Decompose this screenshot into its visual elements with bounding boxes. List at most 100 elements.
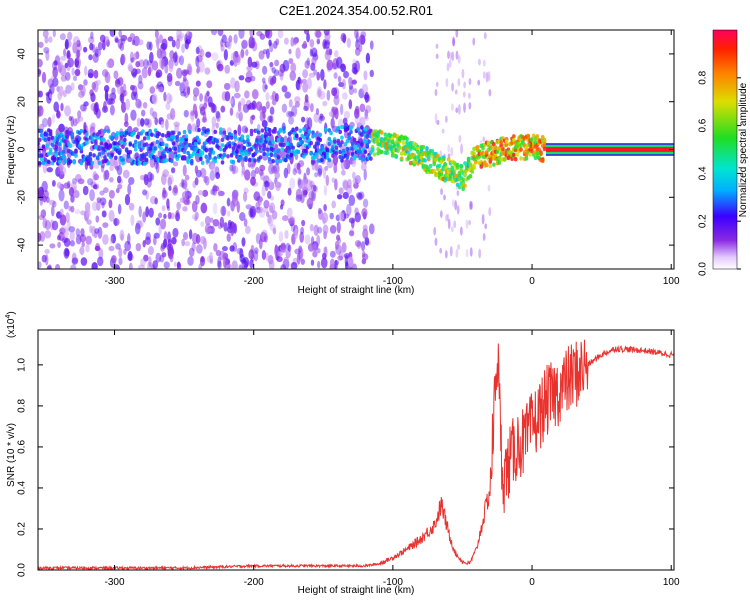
heatmap-cell bbox=[74, 58, 80, 66]
heatmap-cell bbox=[274, 92, 279, 102]
heatmap-cell bbox=[67, 31, 73, 41]
heatmap-cell bbox=[130, 91, 136, 101]
heatmap-cell bbox=[66, 220, 71, 232]
heatmap-cell bbox=[80, 84, 86, 97]
heatmap-cell bbox=[199, 156, 203, 162]
heatmap-cell bbox=[39, 128, 44, 134]
heatmap-cell bbox=[102, 39, 106, 51]
svg-text:(x104): (x104) bbox=[5, 311, 17, 338]
heatmap-cell bbox=[59, 227, 66, 235]
heatmap-cell bbox=[120, 92, 125, 104]
heatmap-cell bbox=[224, 145, 228, 150]
heatmap-cell bbox=[452, 169, 456, 174]
heatmap-cell bbox=[269, 202, 276, 214]
heatmap-cell bbox=[103, 128, 107, 134]
heatmap-cell bbox=[217, 189, 222, 197]
heatmap-cell bbox=[306, 197, 314, 209]
heatmap-cell bbox=[201, 117, 208, 123]
heatmap-cell bbox=[210, 163, 216, 172]
heatmap-cell bbox=[274, 59, 280, 67]
heatmap-cell bbox=[365, 52, 371, 64]
heatmap-cell bbox=[211, 116, 217, 127]
heatmap-cell bbox=[83, 101, 89, 107]
heatmap-cell bbox=[204, 147, 209, 153]
spectrogram-x-tick-label: 100 bbox=[663, 276, 680, 287]
heatmap-cell bbox=[196, 244, 203, 254]
heatmap-cell bbox=[57, 234, 61, 241]
heatmap-cell bbox=[271, 139, 275, 145]
heatmap-cell bbox=[51, 220, 59, 231]
heatmap-cell bbox=[356, 241, 362, 249]
heatmap-cell bbox=[85, 132, 89, 137]
heatmap-cell bbox=[280, 246, 287, 254]
heatmap-cell bbox=[146, 135, 151, 141]
heatmap-cell bbox=[182, 129, 187, 135]
heatmap-cell bbox=[298, 247, 304, 259]
heatmap-cell bbox=[256, 206, 261, 214]
heatmap-cell bbox=[245, 49, 249, 56]
heatmap-cell bbox=[262, 143, 266, 148]
heatmap-cell bbox=[45, 50, 50, 61]
heatmap-cell bbox=[335, 234, 341, 241]
heatmap-cell bbox=[38, 261, 42, 269]
heatmap-cell bbox=[52, 200, 57, 208]
heatmap-cell bbox=[102, 234, 109, 245]
heatmap-cell bbox=[254, 166, 260, 175]
heatmap-cell bbox=[215, 110, 221, 119]
heatmap-cell bbox=[240, 134, 245, 139]
heatmap-cell bbox=[463, 183, 467, 188]
heatmap-cell bbox=[317, 207, 322, 215]
heatmap-cell bbox=[212, 185, 220, 192]
heatmap-cell bbox=[166, 72, 173, 83]
heatmap-cell bbox=[196, 118, 201, 128]
heatmap-cell bbox=[486, 140, 491, 145]
heatmap-cell bbox=[344, 254, 349, 267]
heatmap-cell bbox=[440, 188, 443, 196]
spectrogram-x-tick-label: -100 bbox=[383, 276, 403, 287]
heatmap-cell bbox=[317, 226, 323, 234]
colorbar-tick-label: 0.4 bbox=[698, 166, 709, 180]
heatmap-cell bbox=[261, 229, 268, 237]
snr-y-tick-label: 0.2 bbox=[17, 522, 28, 536]
heatmap-cell bbox=[353, 87, 358, 94]
heatmap-cell bbox=[113, 70, 119, 80]
heatmap-cell bbox=[142, 136, 147, 141]
heatmap-cell bbox=[95, 135, 100, 140]
heatmap-cell bbox=[76, 39, 81, 48]
heatmap-cell bbox=[88, 157, 93, 162]
heatmap-cell bbox=[115, 187, 120, 194]
heatmap-cell bbox=[363, 115, 370, 122]
heatmap-cell bbox=[103, 170, 107, 181]
heatmap-cell bbox=[291, 105, 298, 117]
heatmap-cell bbox=[455, 107, 459, 114]
heatmap-cell bbox=[158, 212, 163, 219]
heatmap-cell bbox=[141, 109, 146, 117]
heatmap-cell bbox=[354, 174, 361, 185]
heatmap-cell bbox=[356, 143, 361, 148]
heatmap-cell bbox=[85, 140, 89, 145]
heatmap-cell bbox=[287, 146, 292, 151]
heatmap-cell bbox=[182, 164, 187, 177]
heatmap-cell bbox=[195, 80, 201, 87]
heatmap-cell bbox=[263, 180, 270, 188]
snr-y-tick-label: 0.0 bbox=[17, 563, 28, 577]
heatmap-cell bbox=[229, 245, 235, 252]
heatmap-cell bbox=[298, 128, 303, 133]
heatmap-cell bbox=[79, 128, 84, 134]
heatmap-cell bbox=[120, 53, 126, 65]
heatmap-cell bbox=[303, 148, 308, 154]
heatmap-cell bbox=[72, 177, 78, 185]
heatmap-cell bbox=[93, 157, 100, 169]
heatmap-cell bbox=[200, 160, 205, 166]
heatmap-cell bbox=[317, 260, 321, 269]
heatmap-cell bbox=[241, 40, 248, 50]
heatmap-cell bbox=[286, 207, 293, 218]
heatmap-cell bbox=[345, 146, 350, 152]
heatmap-cell bbox=[68, 159, 73, 164]
heatmap-cell bbox=[46, 265, 52, 269]
heatmap-cell bbox=[338, 129, 342, 135]
heatmap-cell bbox=[482, 71, 486, 79]
heatmap-cell bbox=[249, 30, 255, 38]
heatmap-cell bbox=[314, 30, 322, 38]
